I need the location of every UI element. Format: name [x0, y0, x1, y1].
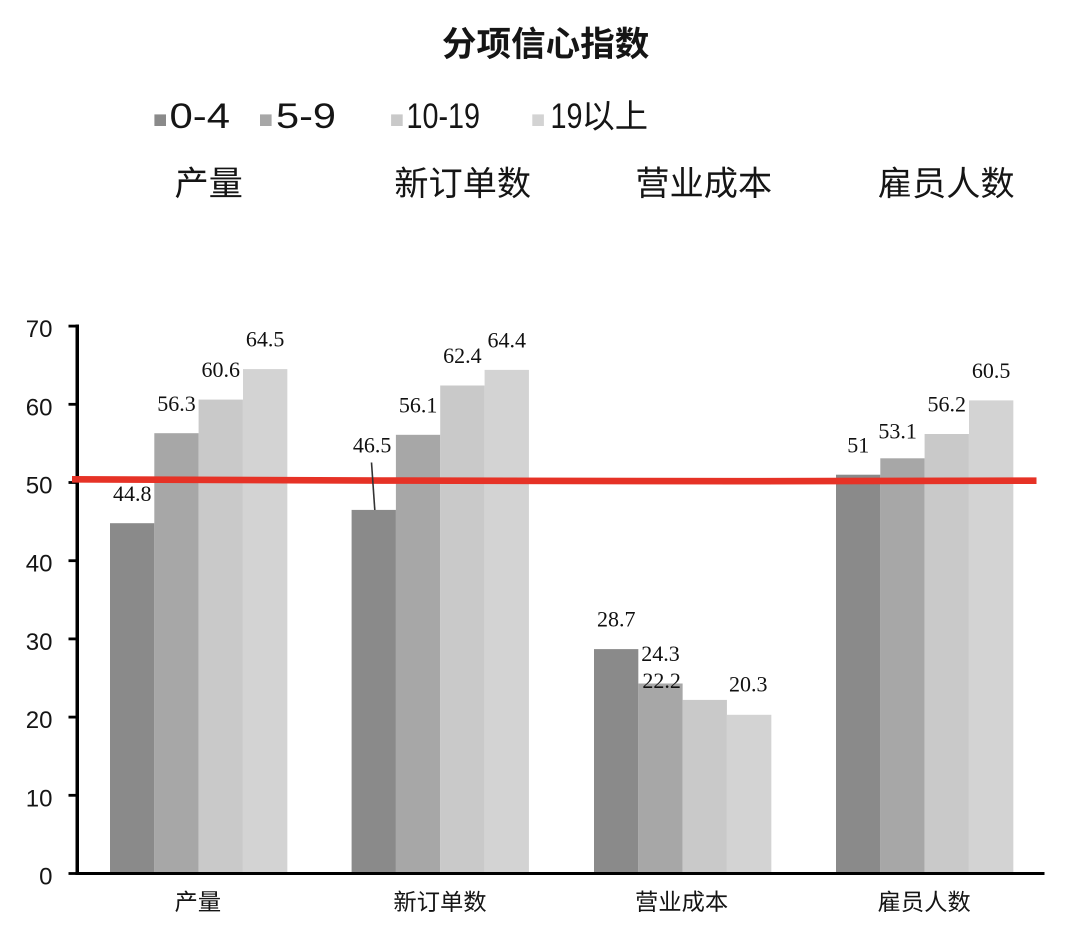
svg-text:10: 10: [26, 785, 53, 812]
svg-text:50: 50: [26, 473, 53, 500]
svg-text:19: 19: [551, 97, 583, 136]
svg-text:60.5: 60.5: [972, 358, 1011, 383]
svg-text:51: 51: [847, 432, 869, 457]
svg-text:0-4: 0-4: [170, 97, 231, 136]
svg-text:20.3: 20.3: [729, 672, 768, 697]
svg-text:44.8: 44.8: [113, 481, 152, 506]
svg-text:10-19: 10-19: [407, 97, 481, 136]
svg-text:60: 60: [26, 394, 53, 421]
svg-text:22.2: 22.2: [642, 668, 681, 693]
svg-text:24.3: 24.3: [641, 641, 680, 666]
svg-text:60.6: 60.6: [202, 357, 241, 382]
svg-text:5-9: 5-9: [276, 97, 336, 136]
svg-text:64.4: 64.4: [487, 328, 526, 353]
svg-text:56.3: 56.3: [157, 391, 196, 416]
svg-text:53.1: 53.1: [878, 419, 917, 444]
svg-text:30: 30: [26, 629, 53, 656]
svg-text:70: 70: [26, 316, 53, 343]
svg-text:46.5: 46.5: [353, 433, 392, 458]
svg-text:0: 0: [39, 864, 52, 891]
svg-text:56.1: 56.1: [399, 392, 438, 417]
svg-text:40: 40: [26, 551, 53, 578]
svg-text:28.7: 28.7: [597, 607, 636, 632]
svg-text:20: 20: [26, 707, 53, 734]
svg-text:64.5: 64.5: [246, 327, 285, 352]
svg-text:62.4: 62.4: [443, 343, 482, 368]
svg-text:56.2: 56.2: [928, 392, 967, 417]
